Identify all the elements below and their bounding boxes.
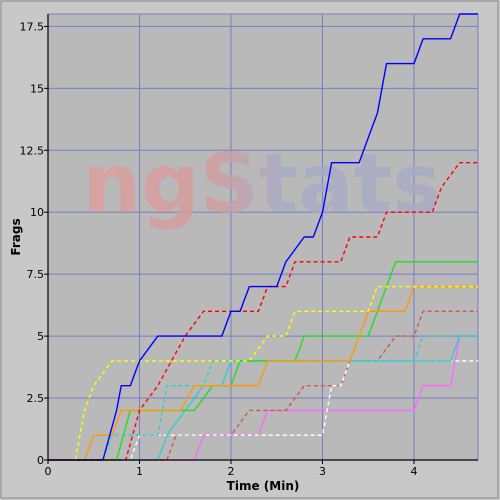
y-axis-label: Frags [9, 218, 23, 255]
series-line-9 [48, 161, 478, 461]
y-tick-label: 15 [30, 82, 44, 95]
y-tick-label: 12.5 [20, 144, 45, 157]
x-axis-label: Time (Min) [227, 479, 300, 493]
series-line-1 [48, 335, 478, 461]
series-line-5 [48, 335, 478, 461]
series-line-7 [48, 285, 478, 461]
y-tick-label: 5 [37, 330, 44, 343]
x-tick-label: 3 [319, 465, 326, 478]
y-tick-label: 17.5 [20, 20, 45, 33]
x-tick-label: 4 [410, 465, 417, 478]
watermark-text: ngStats [83, 137, 442, 232]
y-tick-label: 7.5 [27, 268, 45, 281]
y-tick-label: 10 [30, 206, 44, 219]
x-tick-label: 0 [45, 465, 52, 478]
y-tick-label: 0 [37, 454, 44, 467]
series-layer [48, 13, 478, 461]
series-line-3 [48, 360, 478, 461]
series-line-10 [48, 13, 478, 461]
x-tick-label: 2 [227, 465, 234, 478]
y-tick-label: 2.5 [27, 392, 45, 405]
series-line-8 [48, 285, 478, 461]
x-tick-label: 1 [136, 465, 143, 478]
